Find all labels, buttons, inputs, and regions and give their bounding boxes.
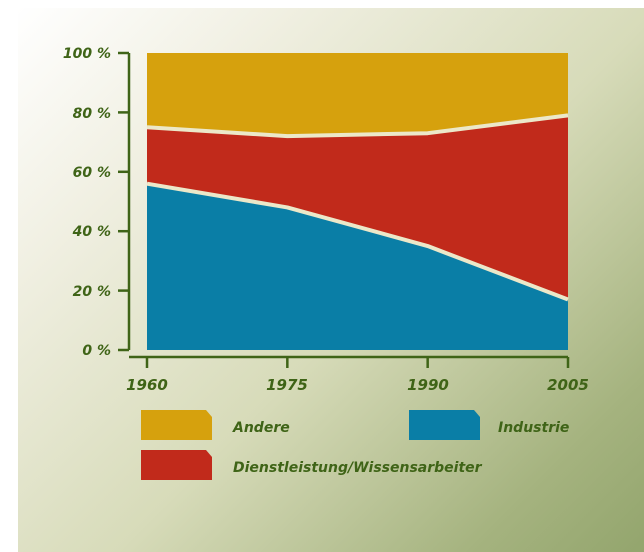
- y-tick-label-100: 100 %: [63, 46, 111, 62]
- y-tick-label-80: 80 %: [73, 106, 111, 122]
- legend-label-dienstleistung: Dienstleistung/Wissensarbeiter: [233, 460, 483, 476]
- legend-label-andere: Andere: [232, 420, 290, 436]
- legend-swatch-industrie: [409, 410, 480, 440]
- area-layer: [147, 53, 568, 350]
- legend-swatch-dienstleistung: [141, 450, 212, 480]
- area-dienstleistung-wissensarbeiter: [147, 115, 568, 300]
- area-andere: [147, 53, 568, 137]
- y-tick-label-0: 0 %: [82, 343, 111, 359]
- separator-line-0: [146, 181, 569, 302]
- y-tick-label-20: 20 %: [73, 284, 111, 300]
- y-tick-marks: [118, 51, 129, 352]
- legend-swatch-andere: [141, 410, 212, 440]
- x-tick-label-1960: 1960: [126, 376, 168, 394]
- legend-label-industrie: Industrie: [498, 420, 569, 436]
- y-tick-label-40: 40 %: [72, 224, 111, 240]
- x-tick-marks: [145, 357, 570, 368]
- x-tick-label-1975: 1975: [266, 376, 308, 394]
- x-tick-label-2005: 2005: [547, 376, 589, 394]
- x-tick-label-1990: 1990: [407, 376, 449, 394]
- series-separator-lines: [146, 113, 569, 302]
- area-industrie: [147, 183, 568, 350]
- y-tick-label-60: 60 %: [73, 165, 111, 181]
- separator-line-1: [146, 113, 569, 139]
